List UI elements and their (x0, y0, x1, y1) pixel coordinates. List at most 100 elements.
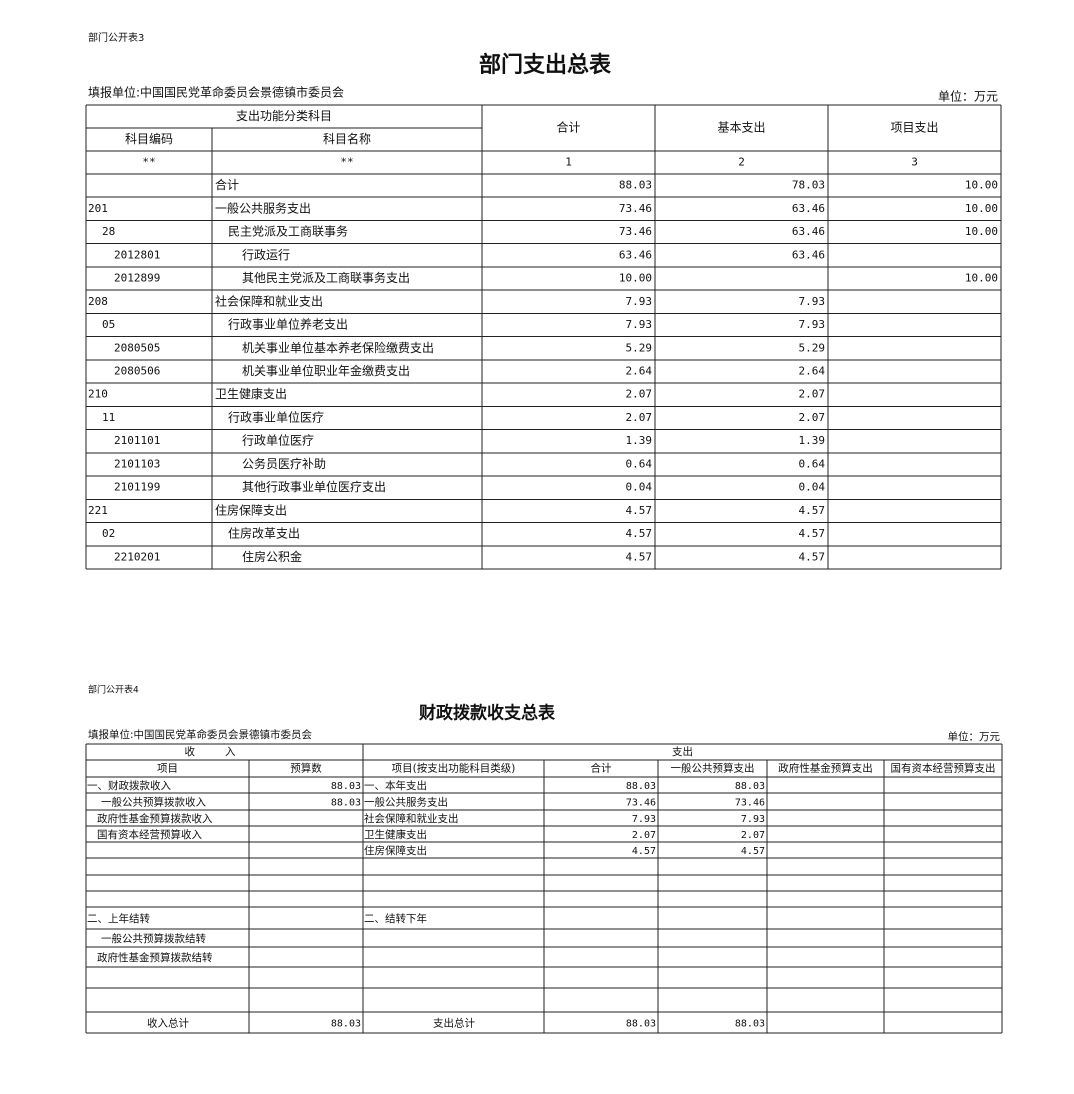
amount-cell: 63.46 (619, 248, 652, 261)
index-cell: ** (142, 156, 155, 169)
item-cell: 社会保障和就业支出 (364, 812, 459, 825)
amount-cell: 4.57 (626, 504, 653, 517)
table-title: 部门支出总表 (479, 52, 612, 78)
name-cell: 社会保障和就业支出 (215, 293, 323, 308)
org: 填报单位:中国国民党革命委员会景德镇市委员会 (88, 728, 313, 741)
table-title: 财政拨款收支总表 (418, 703, 556, 724)
amount-cell: 88.03 (331, 798, 361, 809)
amount-cell: 2.64 (799, 365, 826, 378)
amount-cell: 7.93 (626, 318, 653, 331)
index-cell: 2 (738, 156, 745, 169)
amount-cell: 88.03 (735, 781, 765, 792)
amount-cell: 2.07 (632, 830, 656, 841)
table-label: 部门公开表3 (88, 31, 144, 44)
org: 填报单位:中国国民党革命委员会景德镇市委员会 (88, 85, 344, 100)
code-cell: 02 (102, 527, 115, 540)
amount-cell: 2.07 (626, 411, 653, 424)
name-cell: 行政单位医疗 (242, 433, 314, 448)
name-cell: 其他民主党派及工商联事务支出 (242, 270, 410, 285)
item-cell: 二、结转下年 (364, 912, 427, 925)
name-cell: 行政事业单位医疗 (228, 409, 324, 424)
item-cell: 一般公共预算拨款收入 (101, 796, 206, 809)
amount-cell: 73.46 (626, 798, 656, 809)
amount-cell: 73.46 (735, 798, 765, 809)
code-cell: 201 (88, 202, 108, 215)
index-cell: 3 (911, 156, 918, 169)
amount-cell: 7.93 (799, 295, 826, 308)
name-cell: 行政运行 (242, 248, 290, 262)
amount-cell: 0.64 (626, 457, 653, 470)
amount-cell: 4.57 (799, 527, 826, 540)
code-cell: 221 (88, 504, 108, 517)
name-cell: 公务员医疗补助 (242, 456, 326, 471)
item-cell: 支出总计 (433, 1017, 475, 1030)
name-cell: 住房保障支出 (215, 502, 287, 517)
amount-cell: 73.46 (619, 225, 652, 238)
amount-cell: 4.57 (626, 550, 653, 563)
code-cell: 210 (88, 388, 108, 401)
amount-cell: 5.29 (626, 341, 653, 354)
item-cell: 二、上年结转 (87, 912, 150, 925)
amount-cell: 1.39 (799, 434, 826, 447)
amount-cell: 4.57 (799, 504, 826, 517)
name-cell: 住房改革支出 (228, 526, 300, 541)
amount-cell: 0.04 (799, 481, 826, 494)
amount-cell: 1.39 (626, 434, 653, 447)
amount-cell: 73.46 (619, 202, 652, 215)
amount-cell: 88.03 (331, 1019, 361, 1030)
name-cell: 民主党派及工商联事务 (228, 224, 348, 239)
table-2: 部门公开表4 财政拨款收支总表 填报单位:中国国民党革命委员会景德镇市委员会 单… (85, 684, 1003, 1034)
item-cell: 一般公共预算拨款结转 (101, 932, 206, 945)
code-cell: 2210201 (114, 550, 160, 563)
name-cell: 一般公共服务支出 (215, 200, 311, 215)
amount-cell: 7.93 (741, 814, 765, 825)
code-cell: 2101101 (114, 434, 160, 447)
code-cell: 2101199 (114, 481, 160, 494)
amount-cell: 88.03 (626, 1019, 656, 1030)
name-cell: 住房公积金 (242, 549, 302, 564)
header-cell: 支出功能分类科目 (236, 109, 332, 123)
header-cell: 科目名称 (323, 131, 371, 146)
amount-cell: 10.00 (965, 225, 998, 238)
code-cell: 28 (102, 225, 115, 238)
name-cell: 行政事业单位养老支出 (228, 317, 348, 332)
code-cell: 11 (102, 411, 115, 424)
amount-cell: 10.00 (965, 272, 998, 285)
amount-cell: 5.29 (799, 341, 826, 354)
header-cell: 科目编码 (125, 131, 173, 146)
table-1: 部门公开表3 部门支出总表 填报单位:中国国民党革命委员会景德镇市委员会 单位：… (85, 31, 1002, 570)
amount-cell: 78.03 (792, 179, 825, 192)
header-cell: 项目(按支出功能科目类级) (392, 762, 516, 775)
unit: 单位：万元 (938, 89, 998, 104)
name-cell: 机关事业单位基本养老保险缴费支出 (242, 340, 434, 355)
header-cell: 预算数 (290, 762, 322, 775)
header-cell: 收入 (185, 745, 266, 758)
code-cell: 2080505 (114, 341, 160, 354)
item-cell: 政府性基金预算拨款结转 (97, 951, 213, 964)
code-cell: 2012899 (114, 272, 160, 285)
code-cell: 05 (102, 318, 115, 331)
header-cell: 项目支出 (890, 121, 938, 135)
amount-cell: 7.93 (799, 318, 826, 331)
header-cell: 项目 (157, 763, 178, 775)
header-cell: 国有资本经营预算支出 (891, 762, 996, 775)
amount-cell: 88.03 (735, 1019, 765, 1030)
item-cell: 国有资本经营预算收入 (97, 828, 202, 841)
amount-cell: 2.07 (741, 830, 765, 841)
amount-cell: 63.46 (792, 225, 825, 238)
code-cell: 208 (88, 295, 108, 308)
header-cell: 合计 (556, 120, 580, 135)
amount-cell: 0.64 (799, 457, 826, 470)
amount-cell: 4.57 (741, 846, 765, 857)
name-cell: 合计 (215, 177, 239, 192)
amount-cell: 4.57 (799, 550, 826, 563)
amount-cell: 2.07 (626, 388, 653, 401)
item-cell: 一、本年支出 (364, 779, 427, 792)
item-cell: 收入总计 (147, 1017, 189, 1030)
item-cell: 政府性基金预算拨款收入 (97, 812, 213, 825)
amount-cell: 10.00 (965, 202, 998, 215)
item-cell: 卫生健康支出 (364, 828, 427, 841)
header-cell: 政府性基金预算支出 (778, 762, 873, 775)
header-cell: 基本支出 (717, 121, 765, 135)
